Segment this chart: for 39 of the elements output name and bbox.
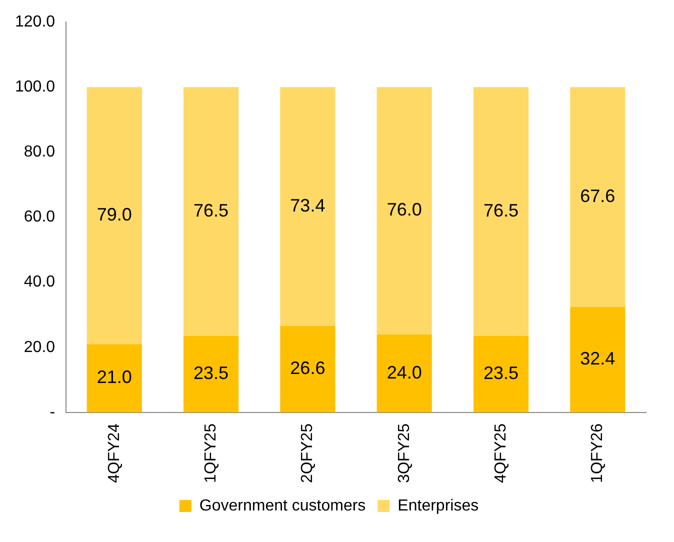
y-tick-label: 40.0 <box>24 274 56 291</box>
y-tick-label: 80.0 <box>24 144 56 161</box>
y-tick-label: 100.0 <box>14 78 56 96</box>
x-tick-label: 1QFY26 <box>589 423 606 484</box>
bar <box>376 87 432 334</box>
y-tick-label: 120.0 <box>14 13 56 30</box>
bar <box>473 336 529 412</box>
y-tick-label: 60.0 <box>24 208 56 226</box>
data-label: 67.6 <box>580 186 616 206</box>
x-tick-label: 4QFY25 <box>492 423 510 484</box>
bar <box>183 336 239 412</box>
data-label: 21.0 <box>96 367 132 388</box>
data-label: 32.4 <box>580 348 616 369</box>
bar <box>86 344 142 412</box>
y-tick-label: 20.0 <box>24 338 56 356</box>
data-label: 79.0 <box>96 204 132 225</box>
data-label: 23.5 <box>483 363 519 384</box>
x-tick-label: 4QFY24 <box>106 423 123 484</box>
x-tick-label: 1QFY25 <box>202 423 220 484</box>
bar <box>570 87 626 308</box>
bar <box>86 87 142 344</box>
legend-label: Enterprises <box>398 497 479 514</box>
bar <box>183 87 239 336</box>
bar <box>473 87 529 336</box>
data-label: 73.4 <box>290 195 326 216</box>
data-label: 76.5 <box>194 200 229 220</box>
data-label: 23.5 <box>194 363 229 384</box>
data-label: 24.0 <box>386 362 422 382</box>
x-tick-label: 2QFY25 <box>299 423 316 484</box>
bar <box>280 326 336 412</box>
legend-label: Government customers <box>199 497 366 514</box>
bar <box>570 307 626 412</box>
bar <box>376 334 432 412</box>
bar <box>280 87 336 326</box>
y-tick-label: - <box>50 404 56 421</box>
x-tick-label: 3QFY25 <box>396 423 413 484</box>
data-label: 76.0 <box>386 200 422 220</box>
data-label: 76.5 <box>483 200 519 220</box>
data-label: 26.6 <box>290 358 326 378</box>
